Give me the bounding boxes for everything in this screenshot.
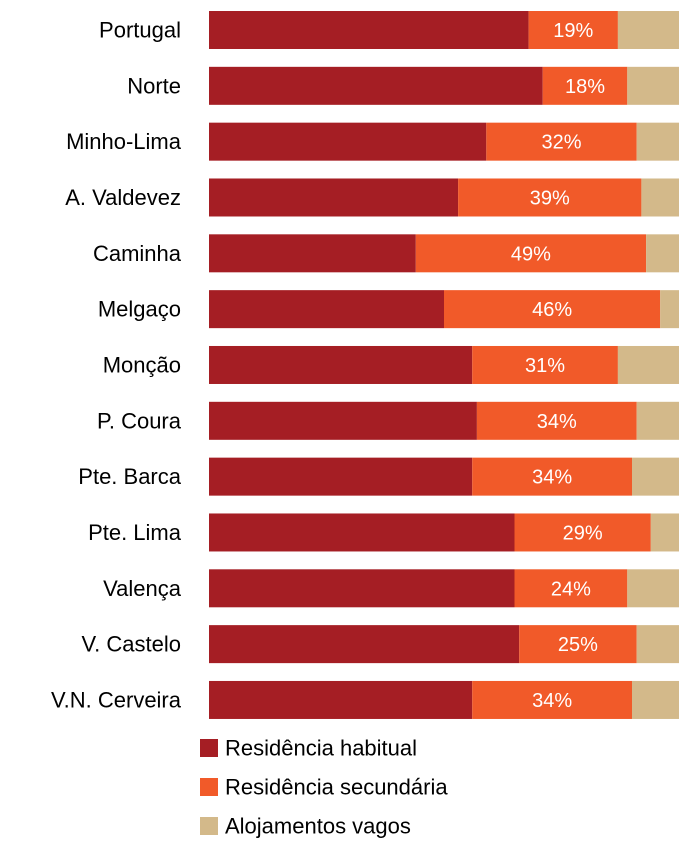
bar-segment — [472, 345, 618, 384]
value-label: 34% — [532, 690, 572, 712]
legend-swatch — [200, 739, 218, 757]
legend-label: Residência habitual — [225, 736, 417, 761]
bar-segment — [650, 513, 679, 552]
category-label: P. Coura — [97, 408, 182, 433]
value-label: 19% — [553, 20, 593, 42]
bar-segment — [209, 680, 473, 719]
bar-segment — [646, 234, 679, 273]
bar-segment — [209, 569, 515, 608]
bar-segment — [472, 457, 632, 496]
bar-segment — [542, 66, 628, 105]
bar-segment — [209, 457, 473, 496]
bar-segment — [209, 178, 459, 217]
bar-segment — [209, 234, 416, 273]
bar-segment — [627, 66, 679, 105]
legend-swatch — [200, 778, 218, 796]
category-label: Pte. Lima — [88, 520, 182, 545]
bar-segment — [209, 513, 515, 552]
value-label: 46% — [532, 299, 572, 321]
bar-segment — [514, 513, 651, 552]
bar-segment — [209, 11, 529, 49]
bar-segment — [415, 234, 647, 273]
category-label: Monção — [103, 352, 181, 377]
category-label: Caminha — [93, 241, 182, 266]
legend-label: Residência secundária — [225, 775, 448, 800]
category-label: Portugal — [99, 18, 181, 43]
bar-segment — [514, 569, 628, 608]
category-label: Minho-Lima — [66, 129, 182, 154]
category-label: Pte. Barca — [78, 464, 181, 489]
category-label: Valença — [103, 576, 182, 601]
bar-segment — [209, 401, 477, 440]
category-label: Norte — [127, 73, 181, 98]
value-label: 39% — [530, 187, 570, 209]
category-label: A. Valdevez — [65, 185, 181, 210]
bar-segment — [519, 625, 637, 664]
bar-segment — [209, 66, 543, 105]
bar-segment — [641, 178, 679, 217]
bar-segment — [660, 290, 679, 329]
bar-segment — [476, 401, 637, 440]
category-label: V.N. Cerveira — [51, 687, 182, 712]
legend-label: Alojamentos vagos — [225, 814, 411, 839]
value-label: 32% — [541, 132, 581, 154]
value-label: 24% — [551, 578, 591, 600]
bar-segment — [617, 11, 679, 49]
bar-segment — [617, 345, 679, 384]
bar-segment — [627, 569, 679, 608]
bar-segment — [486, 122, 637, 161]
value-label: 31% — [525, 355, 565, 377]
bar-segment — [472, 680, 632, 719]
bar-segment — [444, 290, 661, 329]
value-label: 34% — [532, 467, 572, 489]
bar-segment — [458, 178, 642, 217]
category-label: Melgaço — [98, 297, 181, 322]
value-label: 49% — [511, 243, 551, 265]
value-label: 18% — [565, 76, 605, 98]
bar-segment — [636, 401, 679, 440]
bar-segment — [632, 457, 679, 496]
value-label: 29% — [563, 522, 603, 544]
bar-segment — [209, 625, 520, 664]
value-label: 25% — [558, 634, 598, 656]
bar-segment — [209, 345, 473, 384]
value-label: 34% — [537, 411, 577, 433]
bar-segment — [209, 122, 487, 161]
bar-segment — [209, 290, 444, 329]
bar-segment — [636, 625, 679, 664]
bar-segment — [632, 680, 679, 719]
bar-segment — [636, 122, 679, 161]
category-label: V. Castelo — [82, 632, 181, 657]
bar-segment — [528, 11, 618, 49]
legend-swatch — [200, 817, 218, 835]
